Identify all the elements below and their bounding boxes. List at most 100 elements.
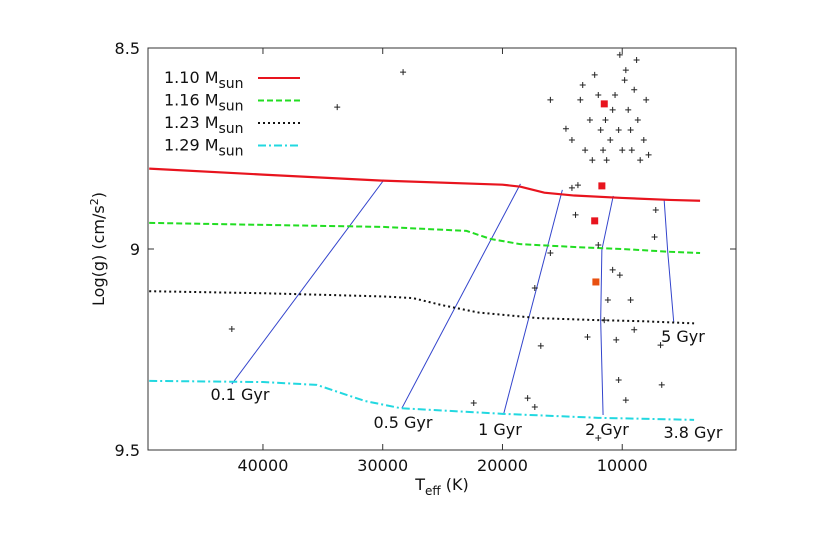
star-point <box>651 233 658 240</box>
legend-sub: sun <box>219 99 244 115</box>
star-point <box>621 77 628 84</box>
x-tick-label: 20000 <box>477 456 528 475</box>
x-axis-label: Teff (K) <box>414 475 469 498</box>
star-point <box>602 116 609 123</box>
x-tick-label: 40000 <box>238 456 289 475</box>
star-point <box>612 92 619 99</box>
highlight-point <box>591 217 599 225</box>
track-line <box>149 221 701 255</box>
x-tick-label: 10000 <box>597 456 648 475</box>
legend-label: 1.16 Msun <box>164 91 244 115</box>
star-point <box>627 297 634 304</box>
x-label-main: T <box>414 475 425 494</box>
star-point <box>613 336 620 343</box>
star-point <box>577 96 584 103</box>
star-point <box>619 147 626 154</box>
track-line <box>149 379 695 421</box>
star-point <box>652 207 659 214</box>
star-point <box>334 104 341 111</box>
y-tick-label: 9.5 <box>115 441 140 460</box>
star-point <box>568 184 575 191</box>
star-point <box>628 147 635 154</box>
legend-name: 1.10 M <box>164 68 219 87</box>
star-point <box>622 397 629 404</box>
track-line <box>149 290 695 325</box>
star-point <box>595 92 602 99</box>
star-point <box>622 67 629 74</box>
star-point <box>637 157 644 164</box>
legend-sub: sun <box>219 144 244 160</box>
star-point <box>625 106 632 113</box>
star-point <box>586 116 593 123</box>
star-point <box>400 69 407 76</box>
isochrone <box>503 189 563 414</box>
star-point <box>643 96 650 103</box>
age-label: 0.5 Gyr <box>374 413 433 432</box>
isochrone <box>663 199 675 323</box>
star-point <box>582 147 589 154</box>
star-point <box>568 137 575 144</box>
star-point <box>657 342 664 349</box>
legend-label: 1.10 Msun <box>164 68 244 92</box>
y-label-sup: 2 <box>88 198 101 205</box>
legend-label: 1.29 Msun <box>164 136 244 160</box>
highlight-point <box>598 182 606 190</box>
track-line <box>149 167 701 202</box>
star-point <box>604 297 611 304</box>
legend-sub: sun <box>219 76 244 92</box>
star-point <box>633 57 640 64</box>
y-label-end: ) <box>89 192 108 198</box>
legend-label: 1.23 Msun <box>164 113 244 137</box>
star-point <box>228 325 235 332</box>
y-tick-label: 8.5 <box>115 39 140 58</box>
star-point <box>609 106 616 113</box>
star-point <box>589 157 596 164</box>
legend-name: 1.23 M <box>164 113 219 132</box>
star-point <box>579 81 586 88</box>
star-point <box>572 211 579 218</box>
star-point <box>597 127 604 134</box>
isochrone <box>231 179 385 385</box>
star-point <box>631 86 638 93</box>
y-axis-label: Log(g) (cm/s2) <box>88 192 108 306</box>
star-point <box>615 377 622 384</box>
star-point <box>584 334 591 341</box>
legend-name: 1.29 M <box>164 136 219 155</box>
star-point <box>595 241 602 248</box>
age-label: 0.1 Gyr <box>211 385 270 404</box>
age-label: 1 Gyr <box>478 420 522 439</box>
star-point <box>600 147 607 154</box>
y-label-main: Log(g) (cm/s <box>89 205 108 306</box>
age-label: 2 Gyr <box>585 420 629 439</box>
plot-area <box>149 51 701 441</box>
legend-sub: sun <box>219 121 244 137</box>
star-point <box>640 137 647 144</box>
star-point <box>601 317 608 324</box>
highlight-point <box>600 100 608 108</box>
star-point <box>631 326 638 333</box>
star-point <box>595 434 602 441</box>
star-point <box>591 71 598 78</box>
star-point <box>645 151 652 158</box>
star-point <box>562 125 569 132</box>
star-point <box>607 137 614 144</box>
star-point <box>470 399 477 406</box>
star-point <box>627 127 634 134</box>
x-label-sub: eff <box>425 484 441 498</box>
isochrone <box>600 195 614 416</box>
x-label-unit: (K) <box>441 475 469 494</box>
star-point <box>615 127 622 134</box>
y-tick-label: 9 <box>130 240 140 259</box>
star-point <box>634 116 641 123</box>
star-point <box>609 266 616 273</box>
star-point <box>524 395 531 402</box>
star-point <box>574 182 581 189</box>
age-label: 3.8 Gyr <box>664 423 723 442</box>
star-point <box>547 250 554 257</box>
star-point <box>616 272 623 279</box>
star-point <box>531 403 538 410</box>
legend-name: 1.16 M <box>164 91 219 110</box>
age-label: 5 Gyr <box>661 327 705 346</box>
